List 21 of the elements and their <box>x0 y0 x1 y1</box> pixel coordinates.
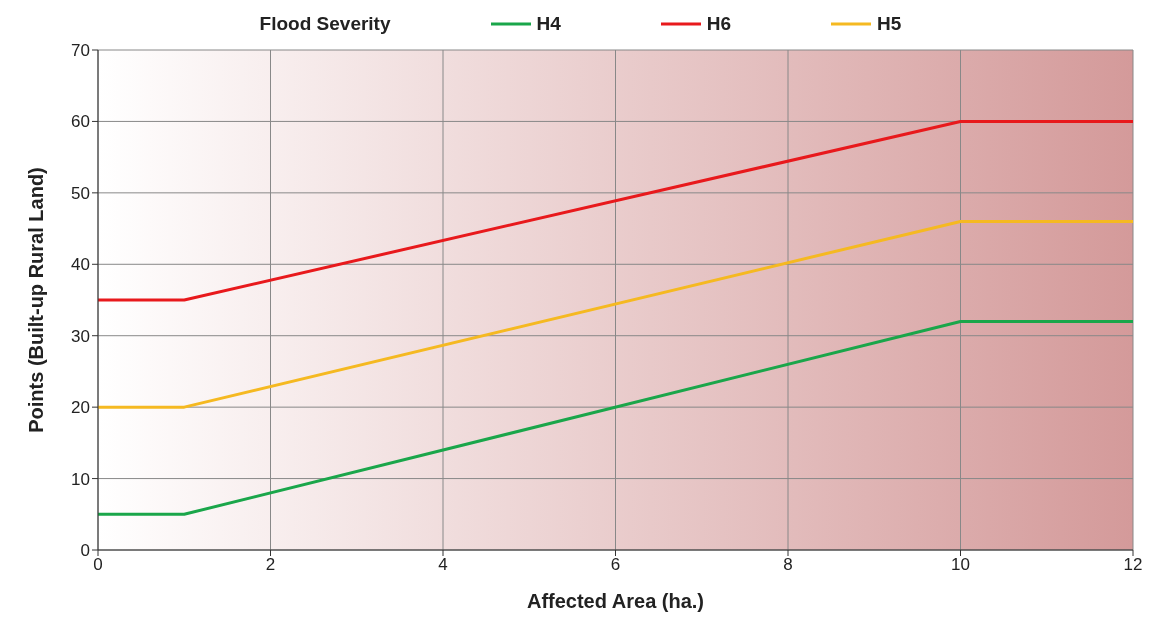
x-tick-label: 6 <box>610 555 621 575</box>
y-tick-label: 20 <box>71 398 90 418</box>
x-tick-label: 8 <box>783 555 793 575</box>
x-tick-label: 12 <box>1123 555 1143 575</box>
y-tick-label: 50 <box>71 183 90 203</box>
x-tick-label: 4 <box>438 555 448 575</box>
legend-title: Flood Severity <box>259 13 391 35</box>
y-axis-title: Points (Built-up Rural Land) <box>25 167 48 433</box>
legend-label: H5 <box>877 13 902 35</box>
y-tick-label: 40 <box>71 255 90 275</box>
x-tick-label: 2 <box>265 555 276 575</box>
y-tick-label: 0 <box>80 541 90 561</box>
y-tick-label: 10 <box>71 469 90 489</box>
y-tick-label: 70 <box>71 41 90 61</box>
legend-label: H6 <box>706 13 732 35</box>
x-tick-label: 0 <box>93 555 103 575</box>
y-tick-label: 30 <box>71 326 90 346</box>
legend-label: H4 <box>536 13 561 35</box>
x-tick-label: 10 <box>951 555 970 575</box>
y-tick-label: 60 <box>71 112 90 132</box>
x-axis-title: Affected Area (ha.) <box>526 590 705 612</box>
